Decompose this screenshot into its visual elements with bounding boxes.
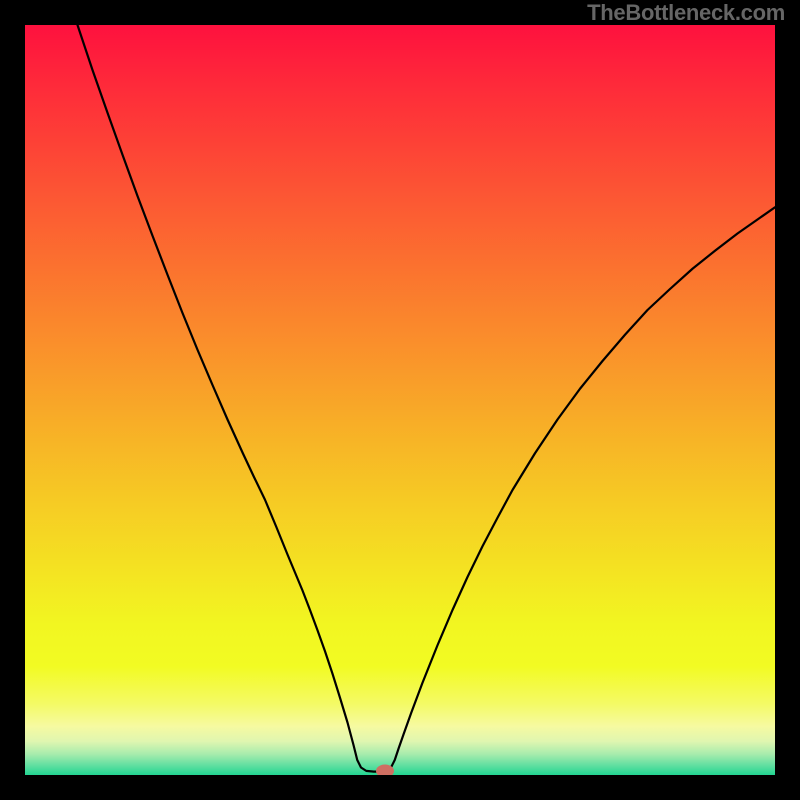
- watermark-text: TheBottleneck.com: [587, 0, 785, 26]
- plot-area: [25, 25, 775, 775]
- bottleneck-curve: [25, 25, 775, 775]
- optimum-marker: [376, 764, 394, 775]
- outer-frame: TheBottleneck.com: [0, 0, 800, 800]
- gradient-background: [25, 25, 775, 775]
